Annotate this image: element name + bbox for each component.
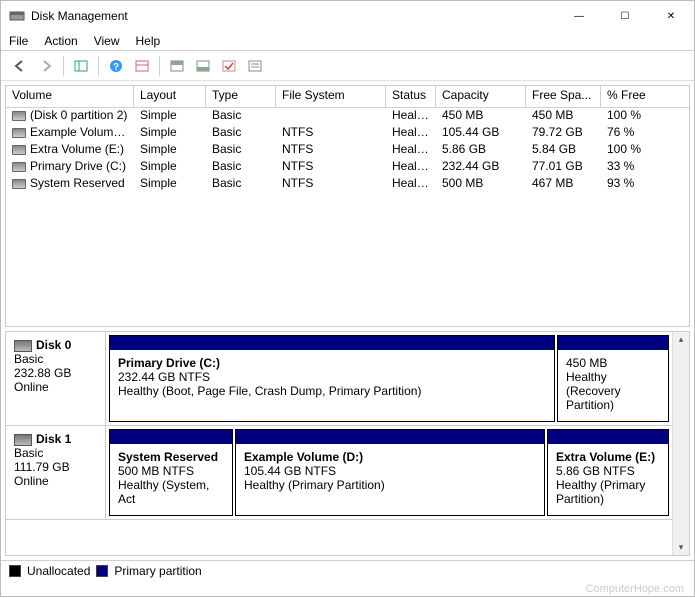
view-bottom-icon[interactable] [192,55,214,77]
show-hide-icon[interactable] [70,55,92,77]
drive-icon [12,145,26,155]
col-capacity[interactable]: Capacity [436,86,526,107]
volume-rows: (Disk 0 partition 2)SimpleBasicHealthy (… [6,108,689,193]
col-pctfree[interactable]: % Free [601,86,661,107]
toolbar-separator [63,56,64,76]
volume-row[interactable]: System ReservedSimpleBasicNTFSHealthy (S… [6,176,689,193]
disk-label[interactable]: Disk 0Basic232.88 GBOnline [6,332,106,425]
drive-icon [12,162,26,172]
watermark-text: ComputerHope.com [586,583,684,595]
action-list-icon[interactable] [244,55,266,77]
view-top-icon[interactable] [166,55,188,77]
app-icon [9,8,25,24]
col-status[interactable]: Status [386,86,436,107]
col-type[interactable]: Type [206,86,276,107]
toolbar-separator [98,56,99,76]
col-free[interactable]: Free Spa... [526,86,601,107]
window-title: Disk Management [31,9,556,23]
legend: Unallocated Primary partition [1,560,694,580]
disk-partitions: System Reserved500 MB NTFSHealthy (Syste… [106,426,672,519]
svg-text:?: ? [113,62,119,73]
menu-view[interactable]: View [94,34,120,48]
drive-icon [12,128,26,138]
menu-action[interactable]: Action [44,34,77,48]
titlebar: Disk Management — ☐ ✕ [1,1,694,31]
scroll-down-icon[interactable]: ▾ [679,542,684,553]
disk-graphical-pane: Disk 0Basic232.88 GBOnlinePrimary Drive … [5,331,690,556]
volume-row[interactable]: (Disk 0 partition 2)SimpleBasicHealthy (… [6,108,689,125]
partition[interactable]: Example Volume (D:)105.44 GB NTFSHealthy… [235,429,545,516]
volume-header-row: Volume Layout Type File System Status Ca… [6,86,689,108]
toolbar-separator [159,56,160,76]
window-controls: — ☐ ✕ [556,1,694,31]
settings-icon[interactable] [131,55,153,77]
scroll-up-icon[interactable]: ▴ [679,334,684,345]
volume-row[interactable]: Extra Volume (E:)SimpleBasicNTFSHealthy … [6,142,689,159]
legend-primary-swatch [96,565,108,577]
minimize-button[interactable]: — [556,1,602,31]
maximize-button[interactable]: ☐ [602,1,648,31]
col-volume[interactable]: Volume [6,86,134,107]
volume-row[interactable]: Primary Drive (C:)SimpleBasicNTFSHealthy… [6,159,689,176]
partition[interactable]: 450 MBHealthy (Recovery Partition) [557,335,669,422]
col-filesystem[interactable]: File System [276,86,386,107]
back-icon[interactable] [9,55,31,77]
toolbar: ? [1,51,694,81]
disk-stack: Disk 0Basic232.88 GBOnlinePrimary Drive … [6,332,672,555]
legend-primary-label: Primary partition [114,564,201,578]
disk-label[interactable]: Disk 1Basic111.79 GBOnline [6,426,106,519]
check-icon[interactable] [218,55,240,77]
scrollbar[interactable]: ▴ ▾ [672,332,689,555]
disk-icon [14,434,32,446]
legend-unallocated-swatch [9,565,21,577]
menu-help[interactable]: Help [136,34,161,48]
menu-file[interactable]: File [9,34,28,48]
volume-list-pane: Volume Layout Type File System Status Ca… [5,85,690,327]
menubar: File Action View Help [1,31,694,51]
drive-icon [12,111,26,121]
help-icon[interactable]: ? [105,55,127,77]
partition[interactable]: System Reserved500 MB NTFSHealthy (Syste… [109,429,233,516]
disk-row: Disk 0Basic232.88 GBOnlinePrimary Drive … [6,332,672,426]
footer-watermark: ComputerHope.com [1,580,694,598]
col-layout[interactable]: Layout [134,86,206,107]
volume-row[interactable]: Example Volume (...SimpleBasicNTFSHealth… [6,125,689,142]
drive-icon [12,179,26,189]
partition[interactable]: Extra Volume (E:)5.86 GB NTFSHealthy (Pr… [547,429,669,516]
legend-unallocated-label: Unallocated [27,564,90,578]
disk-icon [14,340,32,352]
forward-icon[interactable] [35,55,57,77]
content-area: Volume Layout Type File System Status Ca… [1,81,694,560]
close-button[interactable]: ✕ [648,1,694,31]
partition[interactable]: Primary Drive (C:)232.44 GB NTFSHealthy … [109,335,555,422]
disk-partitions: Primary Drive (C:)232.44 GB NTFSHealthy … [106,332,672,425]
disk-row: Disk 1Basic111.79 GBOnlineSystem Reserve… [6,426,672,520]
